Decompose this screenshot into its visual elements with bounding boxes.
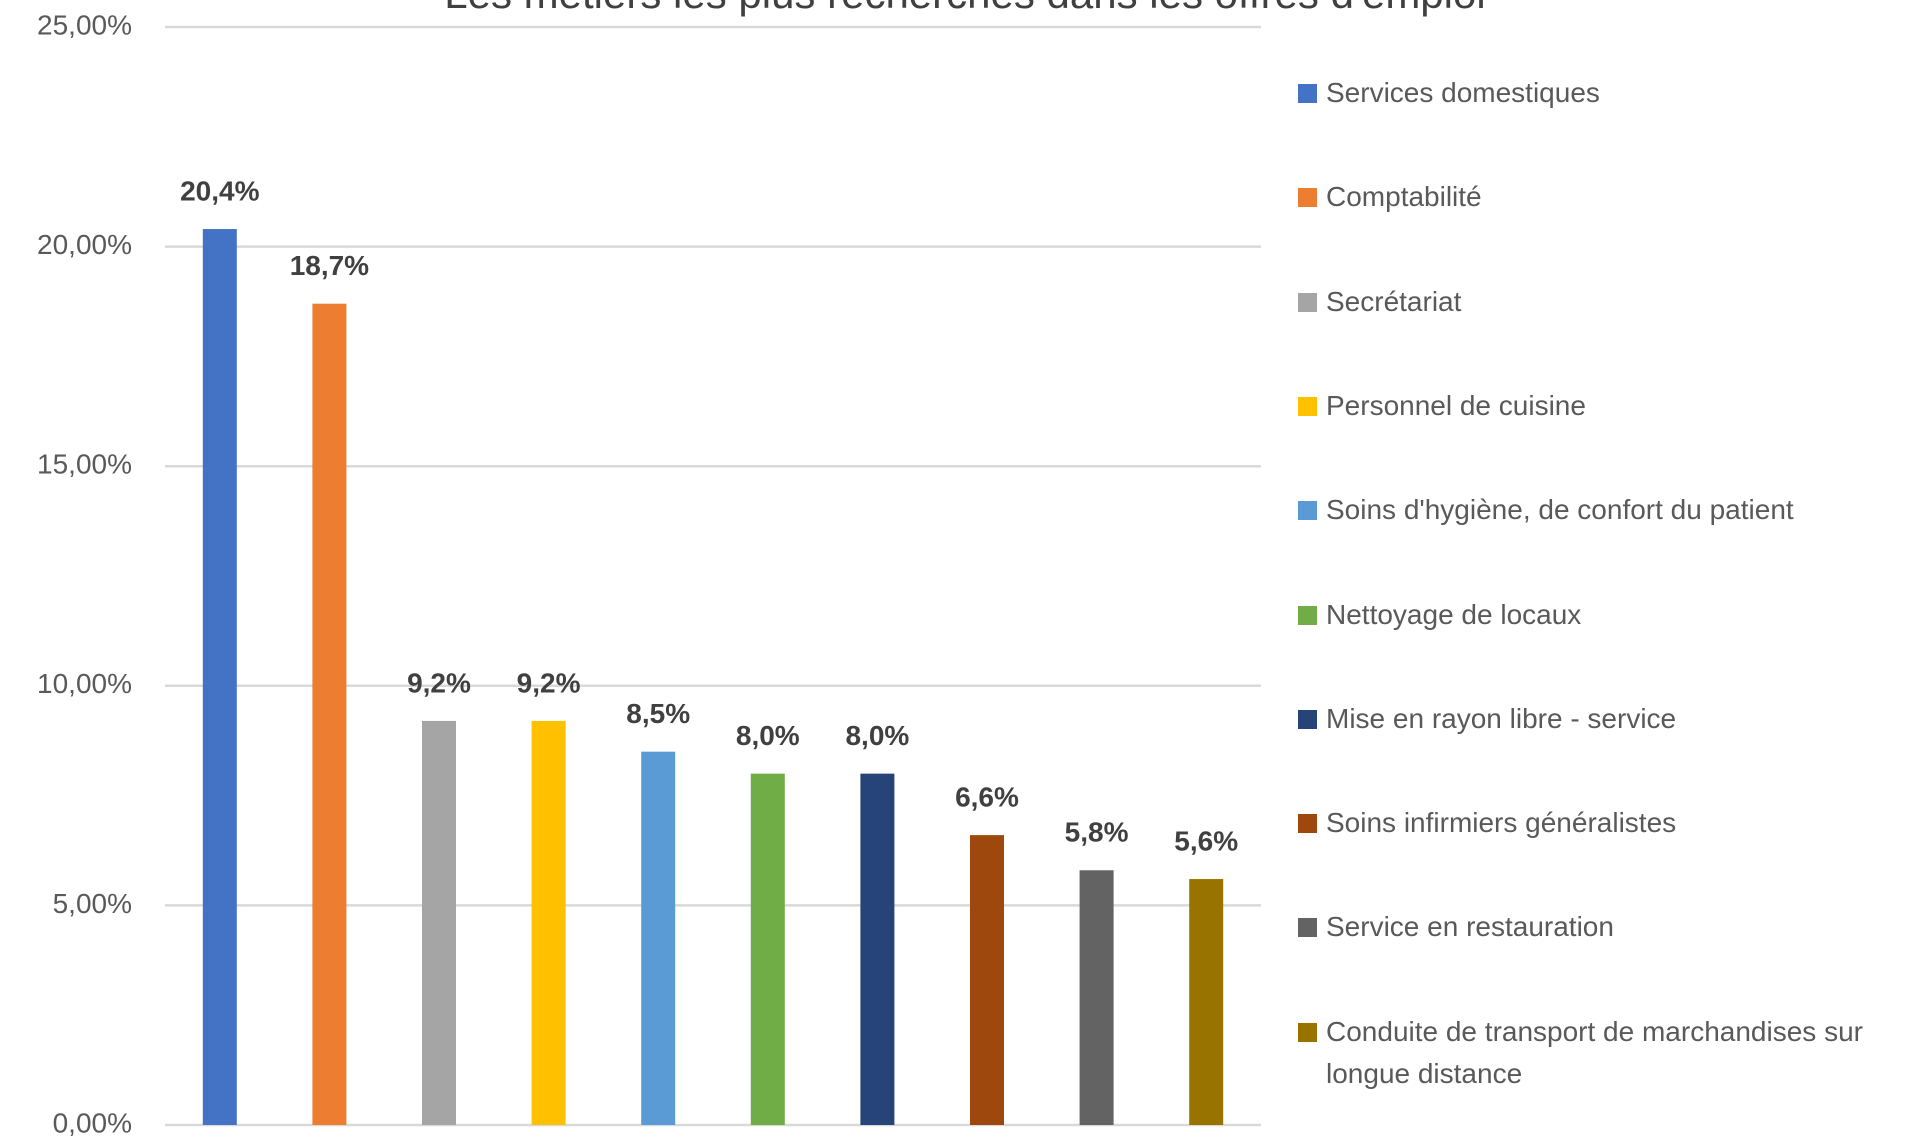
legend-swatch (1298, 396, 1317, 416)
legend-label: Personnel de cuisine (1326, 389, 1586, 421)
data-label: 8,0% (736, 720, 800, 751)
data-label: 8,0% (845, 720, 909, 751)
legend-label: Soins d'hygiène, de confort du patient (1326, 494, 1794, 526)
y-tick-label: 15,00% (37, 449, 132, 480)
data-label: 20,4% (180, 175, 259, 206)
legend-swatch (1298, 814, 1317, 834)
legend-swatch (1298, 501, 1317, 521)
legend-label: Mise en rayon libre - service (1326, 702, 1677, 734)
legend-label: Secrétariat (1326, 285, 1462, 317)
legend-label: Comptabilité (1326, 181, 1482, 213)
chart-title: Les métiers les plus recherchés dans les… (444, 0, 1485, 17)
legend-label: Nettoyage de locaux (1326, 598, 1582, 630)
legend-item: Soins d'hygiène, de confort du patient (1298, 489, 1908, 531)
legend-item: Soins infirmiers généralistes (1298, 802, 1908, 844)
legend-swatch (1298, 1022, 1317, 1042)
y-tick-label: 10,00% (37, 668, 132, 699)
legend-swatch (1298, 709, 1317, 729)
legend-swatch (1298, 918, 1317, 938)
legend-item: Personnel de cuisine (1298, 385, 1908, 427)
legend-swatch (1298, 605, 1317, 625)
data-label: 9,2% (407, 667, 471, 698)
bar (641, 751, 676, 1125)
legend-item: Conduite de transport de marchandises su… (1298, 1011, 1908, 1095)
legend-swatch (1298, 292, 1317, 312)
legend-swatch (1298, 188, 1317, 208)
bar (202, 229, 237, 1126)
legend-label: Service en restauration (1326, 911, 1614, 943)
y-tick-label: 20,00% (37, 229, 132, 260)
data-label: 5,6% (1174, 825, 1238, 856)
data-label: 18,7% (290, 250, 369, 281)
legend-item: Service en restauration (1298, 906, 1908, 948)
legend-item: Services domestiques (1298, 72, 1908, 114)
legend-item: Comptabilité (1298, 176, 1908, 218)
legend-label: Conduite de transport de marchandises su… (1326, 1015, 1863, 1089)
legend-label: Soins infirmiers généralistes (1326, 807, 1677, 839)
legend-label: Services domestiques (1326, 77, 1600, 108)
bar (750, 773, 785, 1125)
bar (312, 303, 347, 1125)
data-label: 9,2% (517, 667, 581, 698)
legend-swatch (1298, 84, 1317, 103)
bar (422, 720, 456, 1125)
bar (860, 773, 895, 1125)
bar (970, 835, 1004, 1125)
legend-item: Secrétariat (1298, 281, 1908, 323)
y-tick-label: 25,00% (37, 9, 132, 40)
bar (1079, 870, 1114, 1125)
bar (1189, 879, 1224, 1125)
y-tick-label: 5,00% (53, 888, 132, 919)
y-tick-label: 0,00% (53, 1107, 132, 1138)
data-label: 6,6% (955, 782, 1019, 813)
bar (531, 720, 566, 1125)
data-label: 8,5% (626, 698, 690, 729)
legend-item: Mise en rayon libre - service (1298, 698, 1908, 740)
legend-item: Nettoyage de locaux (1298, 594, 1908, 636)
data-label: 5,8% (1065, 817, 1129, 848)
